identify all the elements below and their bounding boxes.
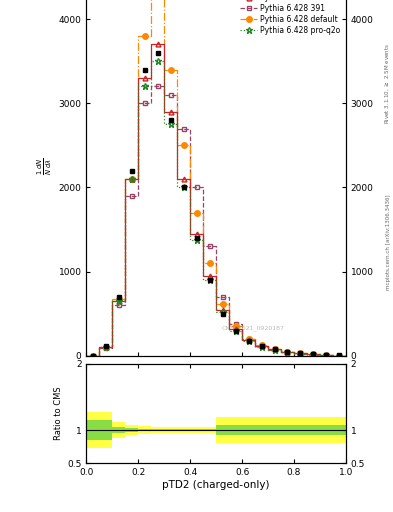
X-axis label: pTD2 (charged-only): pTD2 (charged-only) xyxy=(162,480,270,490)
Y-axis label: $\frac{1}{N}\frac{dN}{d\lambda}$: $\frac{1}{N}\frac{dN}{d\lambda}$ xyxy=(36,158,55,175)
Text: Rivet 3.1.10, $\geq$ 2.5M events: Rivet 3.1.10, $\geq$ 2.5M events xyxy=(384,42,391,123)
Y-axis label: Ratio to CMS: Ratio to CMS xyxy=(54,387,63,440)
Legend: CMS, Pythia 6.428 370, Pythia 6.428 391, Pythia 6.428 default, Pythia 6.428 pro-: CMS, Pythia 6.428 370, Pythia 6.428 391,… xyxy=(239,0,342,36)
Text: CMS_2021_II920187: CMS_2021_II920187 xyxy=(221,325,285,331)
Text: mcplots.cern.ch [arXiv:1306.3436]: mcplots.cern.ch [arXiv:1306.3436] xyxy=(386,195,391,290)
